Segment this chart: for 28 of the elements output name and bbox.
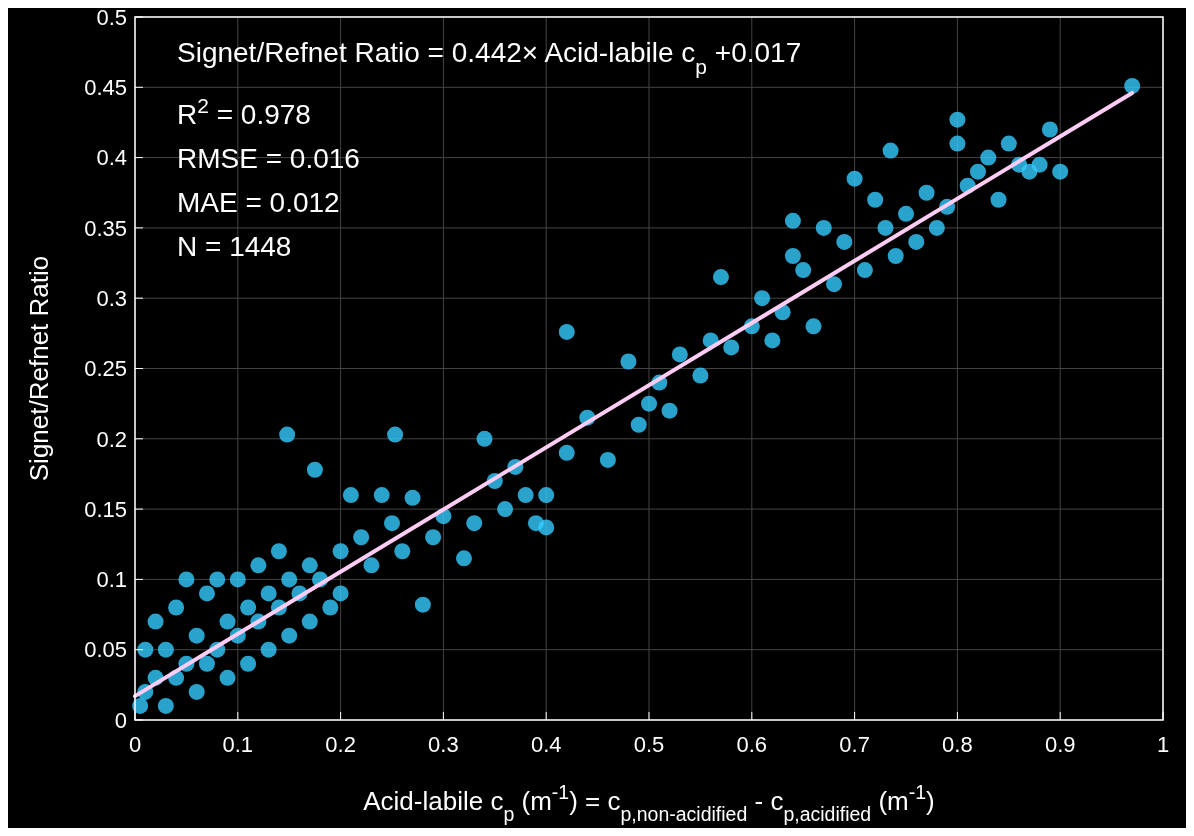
- x-tick-label: 0.9: [1044, 732, 1076, 757]
- y-tick-label: 0.15: [84, 496, 127, 522]
- y-tick-label: 0.35: [84, 215, 127, 241]
- x-tick-label: 1: [1156, 732, 1170, 757]
- y-tick-label: 0: [114, 707, 127, 733]
- text: Acid-labile c$_{p}$ (m$^{-1}$) = c$_{p,non-acidified}$ - c$_{p,acidified}$ (m$^{-1}$): [363, 781, 935, 825]
- annotation: MAE = 0.012: [177, 187, 340, 218]
- y-tick-label: 0.2: [96, 426, 127, 452]
- x-tick-label: 0.2: [325, 732, 356, 757]
- y-tick-label: 0.4: [96, 145, 127, 171]
- annotation: R$^{2}$ = 0.978: [177, 93, 311, 130]
- x-tick-label: 0.6: [736, 732, 768, 757]
- y-tick-label: 0.25: [84, 356, 127, 382]
- y-tick-label: 0.45: [84, 75, 127, 100]
- annotation: RMSE = 0.016: [177, 143, 360, 174]
- y-tick-label: 0.3: [96, 285, 127, 311]
- annotation: N = 1448: [177, 231, 292, 262]
- y-axis-title: Signet/Refnet Ratio: [24, 255, 54, 482]
- y-tick-label: 0.05: [84, 637, 127, 663]
- y-tick-label: 0.5: [96, 4, 127, 30]
- x-tick-label: 0.3: [428, 732, 459, 757]
- x-tick-label: 0.7: [839, 732, 870, 757]
- x-tick-label: 0.1: [222, 732, 254, 757]
- x-tick-label: 0.8: [942, 732, 973, 757]
- y-tick-label: 0.1: [96, 567, 127, 593]
- x-tick-label: 0.5: [633, 732, 665, 757]
- x-tick-label: 0.4: [530, 732, 562, 757]
- annotation: Signet/Refnet Ratio = 0.442× Acid-labile c$_{p}$ +0.017: [177, 37, 802, 78]
